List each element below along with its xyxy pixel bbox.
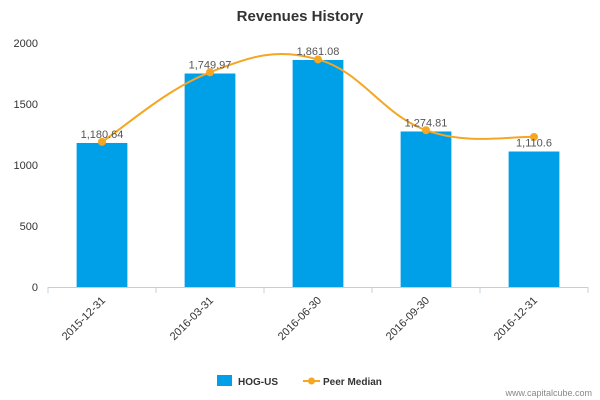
bar-data-label: 1,861.08 [297,46,340,58]
x-tick-label: 2016-03-31 [168,295,216,343]
peer-median-point[interactable] [314,55,322,64]
legend-bar-swatch [217,375,232,386]
bar[interactable] [400,131,452,287]
x-tick-label: 2016-06-30 [276,295,324,343]
line-series [98,53,538,146]
legend-item-line[interactable]: Peer Median [303,377,382,388]
legend-bar-label: HOG-US [238,377,278,388]
bar[interactable] [184,73,236,287]
peer-median-point[interactable] [530,132,538,141]
legend-item-bar[interactable]: HOG-US [217,375,278,388]
legend-line-label: Peer Median [323,377,382,388]
peer-median-point[interactable] [206,68,214,77]
y-tick-label: 0 [32,282,38,294]
x-axis: 2015-12-31 2016-03-31 2016-06-30 2016-09-30… [47,287,589,343]
legend-line-marker [308,377,315,385]
x-tick-label: 2015-12-31 [60,295,108,343]
bar-data-label: 1,274.81 [405,117,448,129]
peer-median-point[interactable] [422,126,430,135]
data-labels: 1,180.64 1,749.97 1,861.08 1,274.81 1,110.6 [81,46,552,150]
legend[interactable]: HOG-US Peer Median [217,375,382,388]
x-tick-label: 2016-12-31 [492,295,540,343]
chart-title: Revenues History [237,8,364,25]
y-tick-label: 1000 [14,160,38,172]
y-tick-label: 500 [20,221,38,233]
y-axis: 0 500 1000 1500 2000 [14,38,38,294]
bar[interactable] [292,59,344,287]
peer-median-point[interactable] [98,137,106,146]
y-tick-label: 2000 [14,38,38,50]
x-tick-label: 2016-09-30 [384,295,432,343]
bar-data-label: 1,749.97 [189,60,232,72]
credit-text: www.capitalcube.com [504,388,592,398]
bar-data-label: 1,110.6 [516,138,552,150]
bar[interactable] [76,142,128,287]
bar-data-label: 1,180.64 [81,129,124,141]
bar[interactable] [508,151,560,287]
y-tick-label: 1500 [14,99,38,111]
bar-series [76,59,560,287]
